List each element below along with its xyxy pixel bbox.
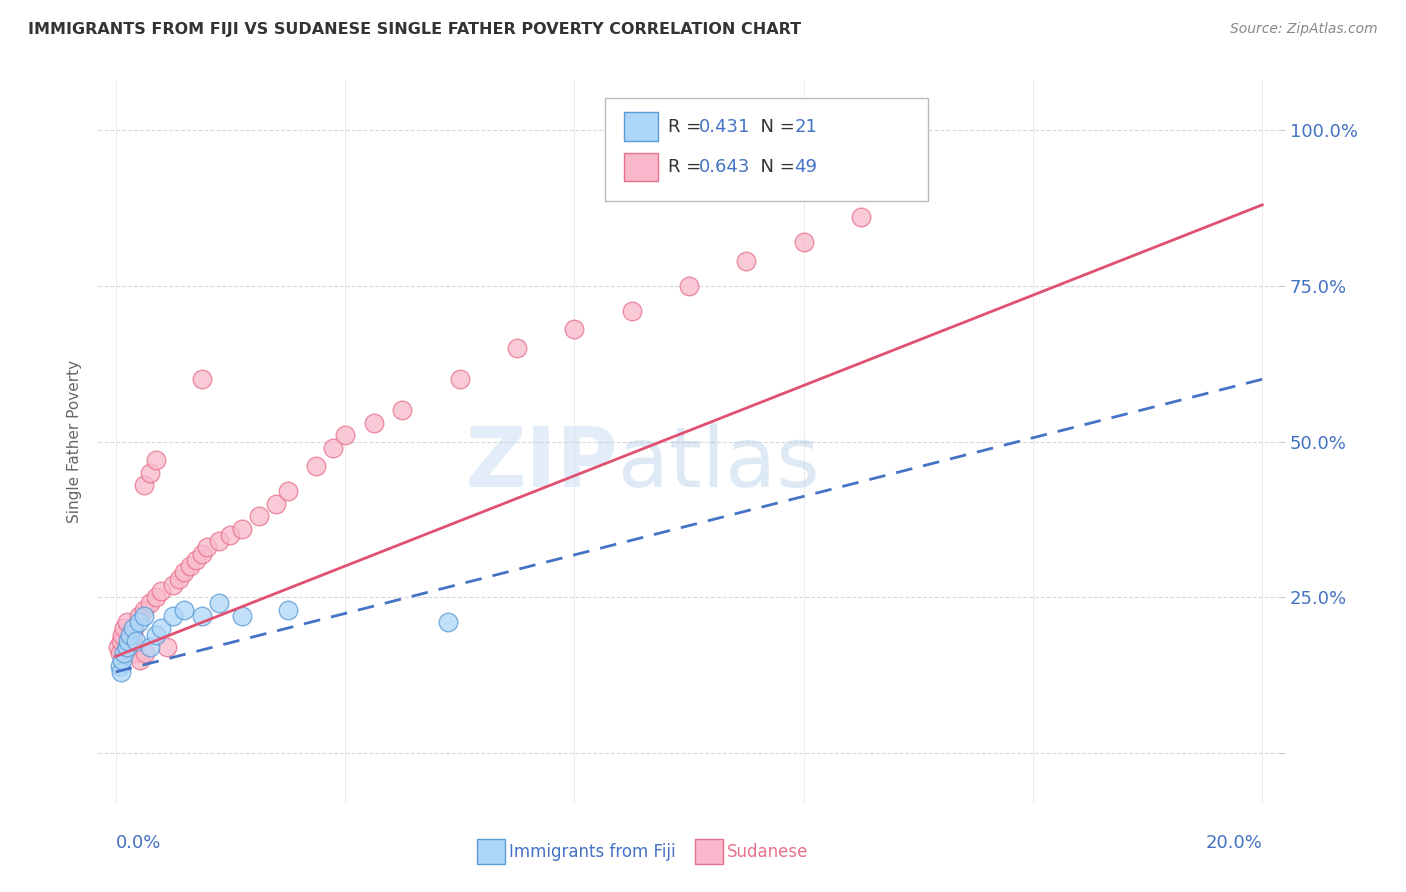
Text: 0.0%: 0.0% [115,834,162,852]
Point [179,559,201,574]
Point [190,609,212,624]
Point [115,640,138,654]
Text: Immigrants from Fiji: Immigrants from Fiji [509,843,676,861]
Point [145,627,167,641]
Point [134,609,156,624]
Point [562,322,585,336]
Point [173,603,195,617]
Point [437,615,460,630]
Text: 0.643: 0.643 [699,158,751,176]
Text: R =: R = [668,118,707,136]
Text: IMMIGRANTS FROM FIJI VS SUDANESE SINGLE FATHER POVERTY CORRELATION CHART: IMMIGRANTS FROM FIJI VS SUDANESE SINGLE … [28,22,801,37]
Point [190,547,212,561]
Point [108,646,131,660]
Point [145,591,167,605]
Point [128,609,150,624]
Point [134,646,156,660]
Point [107,640,129,654]
Point [139,466,162,480]
Point [117,633,139,648]
Text: 0.431: 0.431 [699,118,751,136]
Point [125,646,148,660]
Point [506,341,529,355]
Point [110,665,132,679]
Point [793,235,815,250]
Point [117,640,139,654]
Point [125,633,148,648]
Text: N =: N = [749,118,801,136]
Point [231,609,253,624]
Point [620,303,643,318]
Point [363,416,385,430]
Text: 20.0%: 20.0% [1205,834,1263,852]
Point [115,615,138,630]
Point [150,621,173,635]
Point [190,372,212,386]
Point [128,652,150,666]
Point [167,572,190,586]
Point [449,372,471,386]
Point [145,453,167,467]
Point [112,646,135,660]
Point [134,603,156,617]
Point [208,597,231,611]
Point [333,428,356,442]
Point [112,621,135,635]
Text: ZIP: ZIP [465,423,619,504]
Point [150,584,173,599]
Text: Sudanese: Sudanese [727,843,808,861]
Point [277,603,299,617]
Point [208,534,231,549]
Point [108,658,131,673]
Text: R =: R = [668,158,707,176]
Text: atlas: atlas [619,423,820,504]
Point [322,441,344,455]
Point [139,597,162,611]
Point [678,278,700,293]
Point [219,528,242,542]
Point [277,484,299,499]
Point [128,615,150,630]
Point [162,609,184,624]
Point [173,566,195,580]
Text: N =: N = [749,158,801,176]
Point [849,211,872,225]
Point [735,253,758,268]
Point [134,478,156,492]
Point [111,652,134,666]
Point [162,578,184,592]
Point [305,459,328,474]
Point [231,522,253,536]
Point [184,553,207,567]
Point [111,627,134,641]
Point [156,640,179,654]
Point [264,497,287,511]
Point [110,633,132,648]
Point [122,621,145,635]
Point [121,627,143,641]
Point [118,633,141,648]
Point [391,403,413,417]
Y-axis label: Single Father Poverty: Single Father Poverty [67,360,83,523]
Point [195,541,218,555]
Text: 49: 49 [794,158,817,176]
Point [139,640,162,654]
Point [118,627,141,641]
Point [247,509,270,524]
Text: 21: 21 [794,118,817,136]
Text: Source: ZipAtlas.com: Source: ZipAtlas.com [1230,22,1378,37]
Point [121,621,143,635]
